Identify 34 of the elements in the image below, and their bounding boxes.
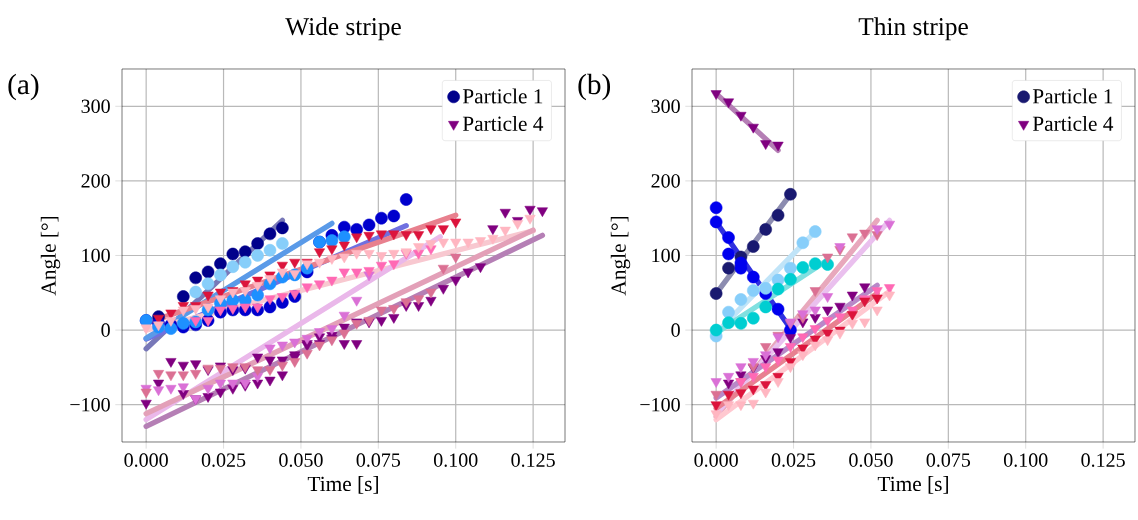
x-tick-label: 0.050	[849, 453, 893, 467]
y-tick-label: −100	[640, 397, 680, 412]
x-tick-label: 0.075	[926, 453, 971, 467]
chart-title: Wide stripe	[285, 17, 401, 41]
legend-label: Particle 4	[462, 115, 544, 131]
x-tick-label: 0.100	[433, 453, 478, 467]
x-axis-title: Time [s]	[877, 476, 948, 494]
x-tick-label: 0.125	[1081, 453, 1125, 467]
x-tick-label: 0.000	[694, 453, 738, 467]
y-tick-label: 200	[651, 174, 680, 188]
x-tick-label: 0.000	[124, 453, 168, 467]
text: (a)	[8, 73, 39, 101]
x-tick-label: 0.125	[511, 453, 555, 467]
x-tick-label: 0.050	[279, 453, 323, 467]
y-tick-label: −100	[70, 397, 110, 412]
legend-label: Particle 1	[1032, 88, 1113, 104]
legend-label: Particle 1	[462, 88, 543, 104]
x-tick-label: 0.100	[1003, 453, 1048, 467]
y-tick-label: 0	[101, 323, 110, 337]
text: (b)	[578, 73, 611, 101]
chart-title: Thin stripe	[858, 17, 968, 41]
y-tick-label: 300	[81, 99, 110, 114]
y-axis-title: Angle [°]	[40, 216, 61, 296]
x-axis-title: Time [s]	[307, 476, 378, 494]
y-tick-label: 100	[652, 248, 680, 263]
legend-label: Particle 4	[1032, 115, 1114, 131]
y-tick-label: 200	[81, 174, 110, 188]
x-tick-label: 0.025	[771, 453, 816, 467]
x-tick-label: 0.025	[201, 453, 246, 467]
y-tick-label: 100	[82, 248, 110, 263]
x-tick-label: 0.075	[356, 453, 401, 467]
y-tick-label: 0	[671, 323, 680, 337]
y-axis-title: Angle [°]	[610, 216, 631, 296]
y-tick-label: 300	[651, 99, 680, 114]
